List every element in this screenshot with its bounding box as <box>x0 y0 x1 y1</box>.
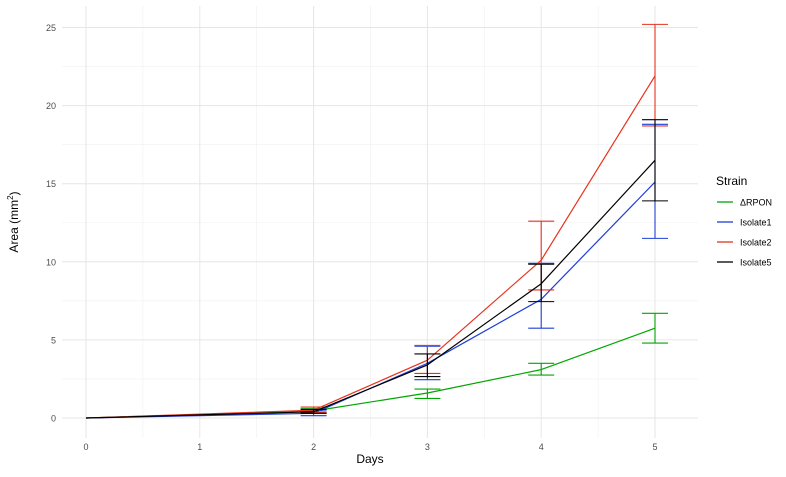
axis-layer: 0 1 2 3 4 5 0 5 10 15 20 25 <box>46 23 658 452</box>
y-axis-title-superscript: 2 <box>6 195 15 200</box>
series-layer <box>85 23 668 419</box>
legend-item: ΔRPON <box>717 198 772 208</box>
y-tick-label: 15 <box>46 179 56 189</box>
series-group <box>85 119 668 419</box>
legend-label: Isolate1 <box>740 218 772 228</box>
legend: Strain ΔRPON Isolate1 Isolate2 Isolate5 <box>716 174 772 268</box>
legend-item: Isolate2 <box>717 238 772 248</box>
x-axis-title: Days <box>356 452 383 466</box>
series-group <box>85 123 668 419</box>
error-bar <box>414 388 441 400</box>
grid-layer <box>62 6 698 438</box>
error-bar <box>642 119 668 202</box>
x-tick-label: 1 <box>197 442 202 452</box>
y-tick-label: 20 <box>46 101 56 111</box>
legend-label: ΔRPON <box>740 198 772 208</box>
legend-item: Isolate1 <box>717 218 772 228</box>
y-axis-title-main: Area (mm <box>7 200 21 253</box>
x-tick-label: 3 <box>425 442 430 452</box>
x-tick-label: 0 <box>83 442 88 452</box>
y-tick-label: 25 <box>46 23 56 33</box>
y-axis-title-end: ) <box>7 191 21 195</box>
y-tick-label: 5 <box>51 335 56 345</box>
legend-title: Strain <box>716 174 747 188</box>
error-bar <box>642 312 668 344</box>
series-group <box>85 312 668 419</box>
legend-item: Isolate5 <box>717 258 772 268</box>
x-tick-label: 5 <box>652 442 657 452</box>
error-bar <box>642 23 668 127</box>
legend-items: ΔRPON Isolate1 Isolate2 Isolate5 <box>717 198 772 268</box>
y-tick-label: 0 <box>51 414 56 424</box>
legend-label: Isolate5 <box>740 258 772 268</box>
series-group <box>85 23 668 419</box>
x-tick-label: 4 <box>539 442 544 452</box>
y-axis-title: Area (mm2) <box>6 191 21 252</box>
legend-label: Isolate2 <box>740 238 772 248</box>
x-tick-label: 2 <box>311 442 316 452</box>
y-tick-label: 10 <box>46 257 56 267</box>
series-line <box>85 159 656 419</box>
